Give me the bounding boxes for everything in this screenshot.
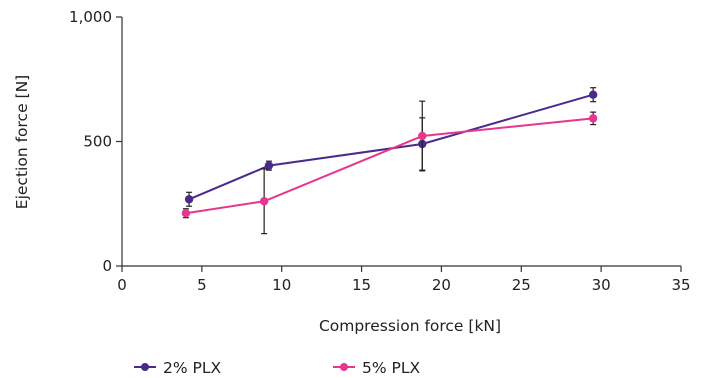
data-point [588,114,598,123]
legend-item-2: 5% PLX [333,359,420,377]
y-axis-title: Ejection force [N] [13,75,31,209]
x-tick-label: 25 [512,276,531,294]
y-tick-label: 1,000 [69,8,112,26]
series-line [188,93,594,201]
y-axis-ticks: 0 500 1,000 [69,8,122,275]
data-point [259,197,269,206]
legend: 2% PLX 5% PLX [134,359,420,377]
data-point [588,90,598,99]
legend-label: 2% PLX [163,359,221,377]
legend-swatch-marker [340,363,348,371]
legend-label: 5% PLX [362,359,420,377]
x-tick-label: 15 [352,276,371,294]
series-2 [181,100,598,235]
x-tick-label: 10 [272,276,291,294]
axes [121,17,681,267]
legend-item-1: 2% PLX [134,359,221,377]
data-point [418,131,427,141]
plot-area [181,87,598,235]
x-tick-label: 5 [197,276,207,294]
series-1 [184,87,598,207]
x-tick-label: 30 [592,276,611,294]
data-point [181,209,191,218]
x-tick-label: 35 [671,276,690,294]
x-tick-label: 20 [432,276,451,294]
x-axis-ticks: 0 5 10 15 20 25 30 35 [117,266,691,294]
y-tick-label: 0 [102,257,112,275]
x-tick-label: 0 [117,276,127,294]
data-point [264,161,274,170]
y-tick-label: 500 [83,133,112,151]
series-line [185,117,594,215]
x-axis-title: Compression force [kN] [319,317,501,335]
legend-swatch-marker [141,363,149,371]
data-point [184,195,194,204]
